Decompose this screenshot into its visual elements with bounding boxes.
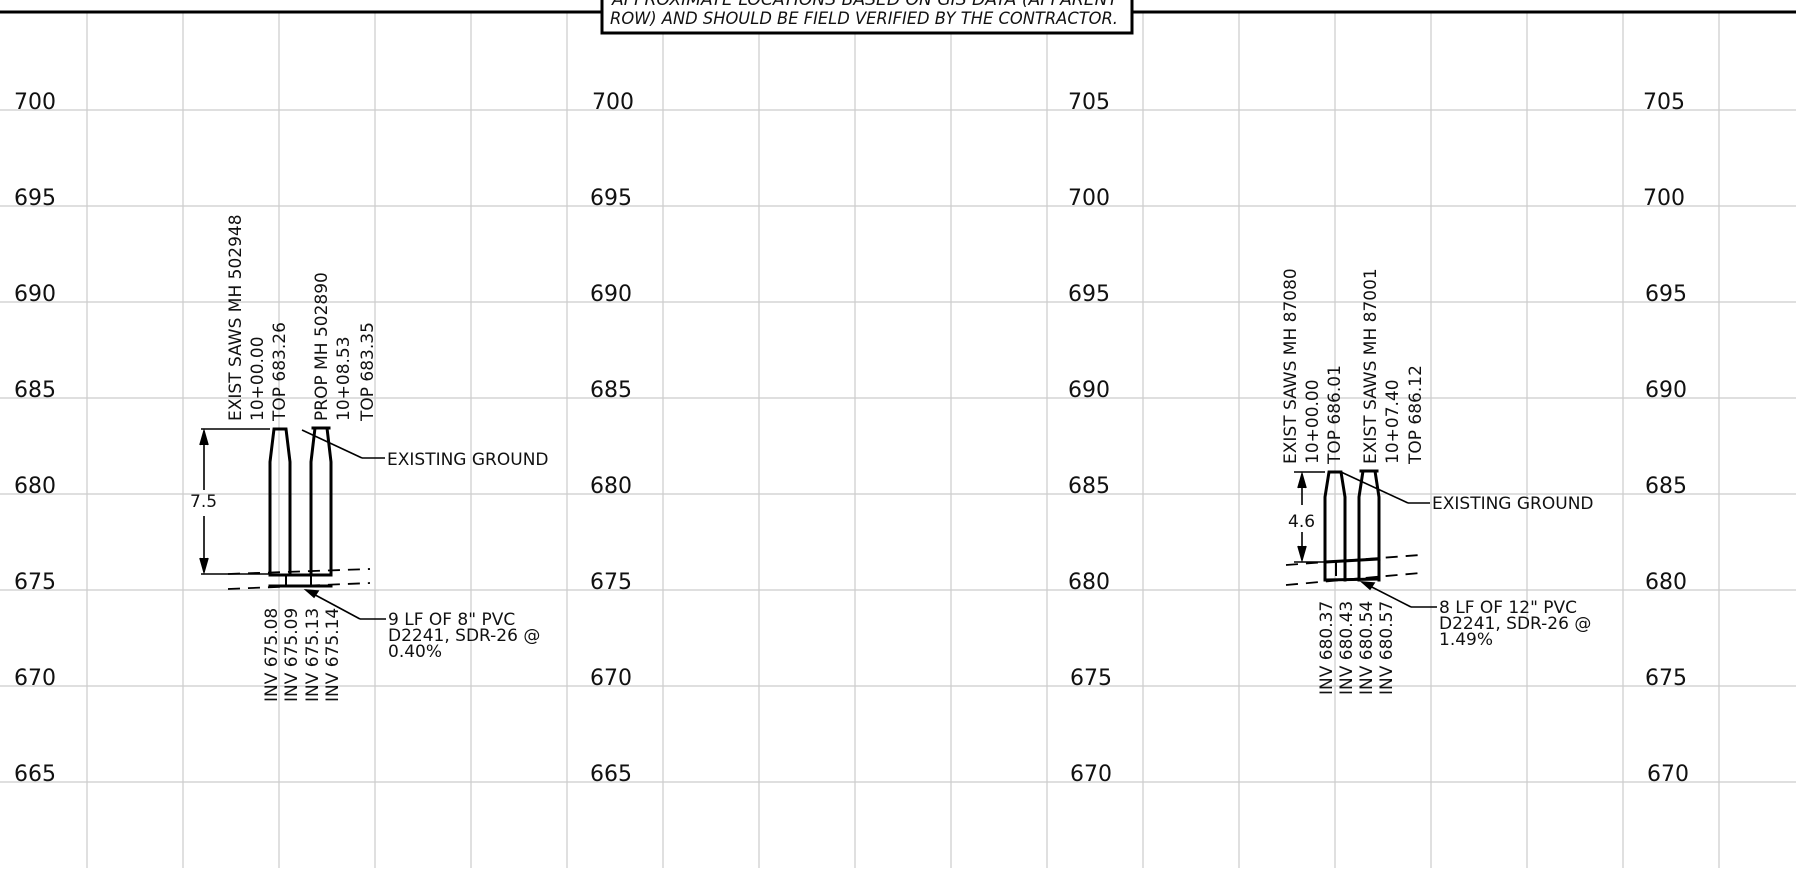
elev-label: 675 [1645,666,1687,691]
left-pipe [268,573,333,588]
right-ground-label: EXISTING GROUND [1432,494,1594,514]
right-mh2-labels: EXIST SAWS MH 87001 10+07.40 TOP 686.12 [1361,268,1426,465]
elev-label: 695 [1068,282,1110,307]
elev-label: 695 [590,186,632,211]
mh-top: TOP 683.35 [358,322,378,422]
mh-name: EXIST SAWS MH 87080 [1281,268,1301,464]
elev-label: 680 [1068,570,1110,595]
right-invert-labels: INV 680.37 INV 680.43 INV 680.54 INV 680… [1317,601,1397,695]
elev-label: 695 [14,186,56,211]
mh-name: EXIST SAWS MH 502948 [226,214,246,421]
elev-label: 670 [1070,762,1112,787]
elev-label: 685 [14,378,56,403]
left-ground-label: EXISTING GROUND [387,450,549,470]
right-pipe-note-line1: 8 LF OF 12" PVC [1439,598,1577,618]
elev-label: 665 [590,762,632,787]
mh-top: TOP 686.12 [1406,365,1426,465]
elev-label: 675 [1070,666,1112,691]
elev-label: 680 [590,474,632,499]
right-manhole-1-shape [1323,470,1347,582]
right-profile-right-scale: 705 700 695 690 685 680 675 670 [1643,90,1689,787]
elev-label: 685 [590,378,632,403]
right-profile-elevations: 705 700 695 690 685 680 675 670 [1068,90,1112,787]
left-manhole-1-shape [268,427,292,577]
invert-label: INV 675.09 [282,608,302,702]
horizontal-grid-lines [0,109,1796,783]
left-manhole-2-shape [309,426,333,577]
left-pipe-leader [303,589,386,620]
invert-label: INV 680.54 [1357,601,1377,695]
title-note-line2: ROW) AND SHOULD BE FIELD VERIFIED BY THE… [610,9,1118,29]
elev-label: 670 [590,666,632,691]
left-mh2-labels: PROP MH 502890 10+08.53 TOP 683.35 [312,272,378,422]
vertical-grid-lines [86,12,1720,868]
elev-label: 705 [1643,90,1685,115]
invert-label: INV 680.57 [1377,601,1397,695]
mh-station: 10+00.00 [1303,379,1323,464]
invert-label: INV 680.37 [1317,601,1337,695]
elev-label: 675 [14,570,56,595]
elev-label: 700 [1643,186,1685,211]
invert-label: INV 680.43 [1337,601,1357,695]
mh-top: TOP 683.26 [270,322,290,422]
invert-label: INV 675.08 [262,608,282,702]
left-pipe-dashes [227,568,371,590]
elev-label: 680 [14,474,56,499]
left-pipe-note-line3: 0.40% [388,642,442,662]
left-pipe-note-line1: 9 LF OF 8" PVC [388,610,515,630]
elev-label: 690 [590,282,632,307]
right-pipe-dashes [1285,554,1421,586]
left-depth-dimension [199,428,270,575]
right-depth-value: 4.6 [1288,512,1315,532]
elev-label: 690 [14,282,56,307]
right-pipe-note-line3: 1.49% [1439,630,1493,650]
elev-label: 690 [1068,378,1110,403]
left-depth-value: 7.5 [190,492,217,512]
elev-label: 685 [1068,474,1110,499]
mh-name: EXIST SAWS MH 87001 [1361,268,1381,464]
right-pipe-leader [1359,581,1437,608]
right-manhole-2-shape [1357,469,1381,582]
left-profile-elevations: 700 695 690 685 680 675 670 665 [14,90,56,787]
invert-label: INV 675.13 [303,608,323,702]
elev-label: 705 [1068,90,1110,115]
invert-label: INV 675.14 [323,608,343,702]
elev-label: 665 [14,762,56,787]
mh-name: PROP MH 502890 [312,272,332,421]
mh-top: TOP 686.01 [1325,365,1345,465]
elev-label: 680 [1645,570,1687,595]
right-ground-leader [1340,471,1430,504]
elev-label: 700 [14,90,56,115]
elev-label: 675 [590,570,632,595]
elev-label: 685 [1645,474,1687,499]
left-invert-labels: INV 675.08 INV 675.09 INV 675.13 INV 675… [262,608,343,702]
mh-station: 10+08.53 [334,336,354,421]
left-pipe-note-line2: D2241, SDR-26 @ [388,626,540,646]
title-note-line1: APPROXIMATE LOCATIONS BASED ON GIS DATA … [611,0,1120,10]
elev-label: 670 [14,666,56,691]
right-pipe-note-line2: D2241, SDR-26 @ [1439,614,1591,634]
title-note-box: APPROXIMATE LOCATIONS BASED ON GIS DATA … [600,0,1134,35]
elev-label: 695 [1645,282,1687,307]
elev-label: 690 [1645,378,1687,403]
elev-label: 670 [1647,762,1689,787]
right-depth-dimension [1294,471,1325,563]
left-ground-leader [301,429,385,459]
right-mh1-labels: EXIST SAWS MH 87080 10+00.00 TOP 686.01 [1281,268,1345,465]
mh-station: 10+00.00 [248,336,268,421]
left-profile-right-scale: 700 695 690 685 680 675 670 665 [590,90,634,787]
elev-label: 700 [592,90,634,115]
elev-label: 700 [1068,186,1110,211]
mh-station: 10+07.40 [1383,379,1403,464]
left-mh1-labels: EXIST SAWS MH 502948 10+00.00 TOP 683.26 [226,214,290,422]
